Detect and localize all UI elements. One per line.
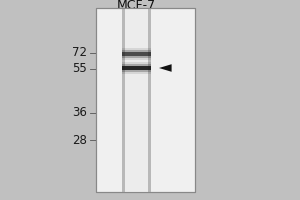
Bar <box>122 8 124 192</box>
Bar <box>122 62 151 74</box>
Bar <box>122 50 151 58</box>
Bar <box>96 8 195 192</box>
Bar <box>122 66 151 70</box>
Text: 28: 28 <box>72 134 87 146</box>
Bar <box>122 64 151 72</box>
Bar <box>148 8 151 192</box>
Polygon shape <box>159 64 172 72</box>
Text: 72: 72 <box>72 46 87 60</box>
Text: 55: 55 <box>72 62 87 75</box>
Bar <box>125 8 148 192</box>
Bar <box>122 52 151 56</box>
Bar <box>122 48 151 60</box>
Bar <box>96 8 195 192</box>
Text: 36: 36 <box>72 106 87 119</box>
Bar <box>122 8 151 192</box>
Text: MCF-7: MCF-7 <box>117 0 156 12</box>
